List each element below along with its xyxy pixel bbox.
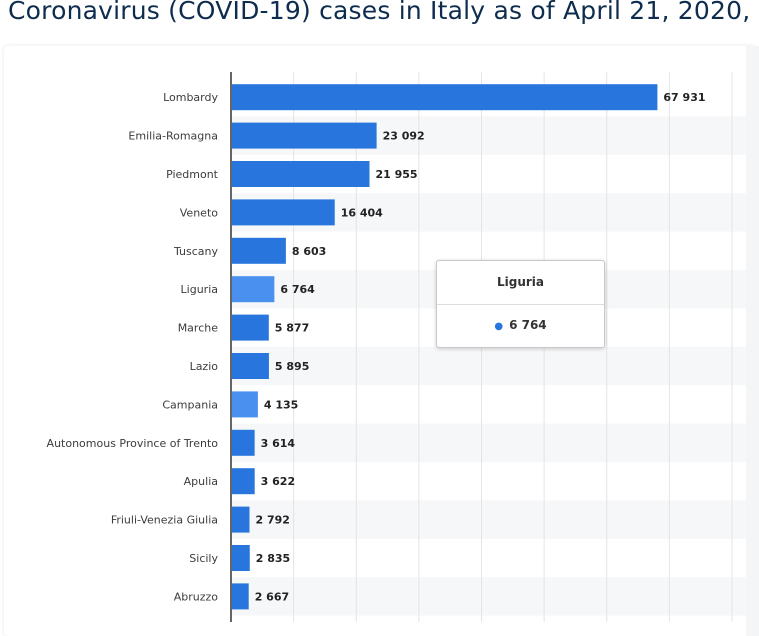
value-label: 2 792 bbox=[255, 514, 289, 527]
value-label: 67 931 bbox=[663, 91, 705, 104]
row-band bbox=[231, 500, 746, 539]
bar-friuli-venezia-giulia[interactable] bbox=[232, 506, 250, 533]
bar-tuscany[interactable] bbox=[232, 237, 286, 264]
value-label: 16 404 bbox=[341, 206, 383, 219]
bar-autonomous-province-of-trento[interactable] bbox=[232, 429, 255, 456]
value-label: 3 622 bbox=[261, 475, 295, 488]
value-label: 8 603 bbox=[292, 245, 326, 258]
bar-abruzzo[interactable] bbox=[232, 583, 249, 610]
category-label: Piedmont bbox=[166, 168, 219, 181]
bar-liguria[interactable] bbox=[232, 276, 275, 303]
category-label: Lombardy bbox=[163, 91, 218, 104]
value-label: 3 614 bbox=[261, 437, 296, 450]
row-band bbox=[231, 346, 746, 386]
value-label: 5 877 bbox=[275, 322, 309, 335]
bar-chart: Lombardy 67 931 Emilia-Romagna 23 092 Piedmo… bbox=[46, 72, 746, 622]
bar-piedmont[interactable] bbox=[232, 161, 370, 187]
value-label: 2 667 bbox=[255, 590, 289, 603]
value-label: 5 895 bbox=[275, 360, 309, 373]
category-label: Sicily bbox=[189, 552, 218, 565]
bar-veneto[interactable] bbox=[232, 199, 335, 226]
category-label: Abruzzo bbox=[174, 590, 219, 603]
category-label: Friuli-Venezia Giulia bbox=[111, 514, 218, 527]
tooltip-category: Liguria bbox=[437, 261, 604, 305]
tooltip-value-row: ● 6 764 bbox=[437, 305, 604, 347]
row-band bbox=[231, 577, 746, 616]
series-dot-icon: ● bbox=[494, 321, 504, 332]
bar-apulia[interactable] bbox=[232, 468, 255, 495]
bar-lazio[interactable] bbox=[232, 353, 269, 379]
bar-lombardy[interactable] bbox=[232, 84, 658, 111]
value-label: 23 092 bbox=[383, 130, 425, 143]
bar-emilia-romagna[interactable] bbox=[232, 122, 377, 149]
bar-marche[interactable] bbox=[232, 314, 269, 341]
category-label: Emilia-Romagna bbox=[128, 130, 218, 143]
bar-sicily[interactable] bbox=[232, 545, 250, 571]
tooltip: Liguria ● 6 764 bbox=[436, 260, 605, 348]
category-label: Marche bbox=[178, 322, 219, 335]
category-label: Lazio bbox=[190, 360, 219, 373]
category-label: Veneto bbox=[180, 206, 218, 219]
category-label: Tuscany bbox=[173, 245, 219, 258]
bar-campania[interactable] bbox=[232, 391, 258, 418]
tooltip-value: 6 764 bbox=[509, 318, 547, 332]
value-label: 21 955 bbox=[375, 168, 417, 181]
category-label: Apulia bbox=[184, 475, 218, 488]
value-label: 2 835 bbox=[256, 552, 290, 565]
category-label: Autonomous Province of Trento bbox=[47, 437, 219, 450]
chart-title: Coronavirus (COVID-19) cases in Italy as… bbox=[8, 0, 751, 25]
value-label: 4 135 bbox=[264, 398, 298, 411]
row-band bbox=[231, 423, 746, 462]
side-strip bbox=[746, 46, 759, 636]
category-label: Campania bbox=[162, 398, 218, 411]
value-label: 6 764 bbox=[280, 283, 315, 296]
category-label: Liguria bbox=[181, 283, 218, 296]
